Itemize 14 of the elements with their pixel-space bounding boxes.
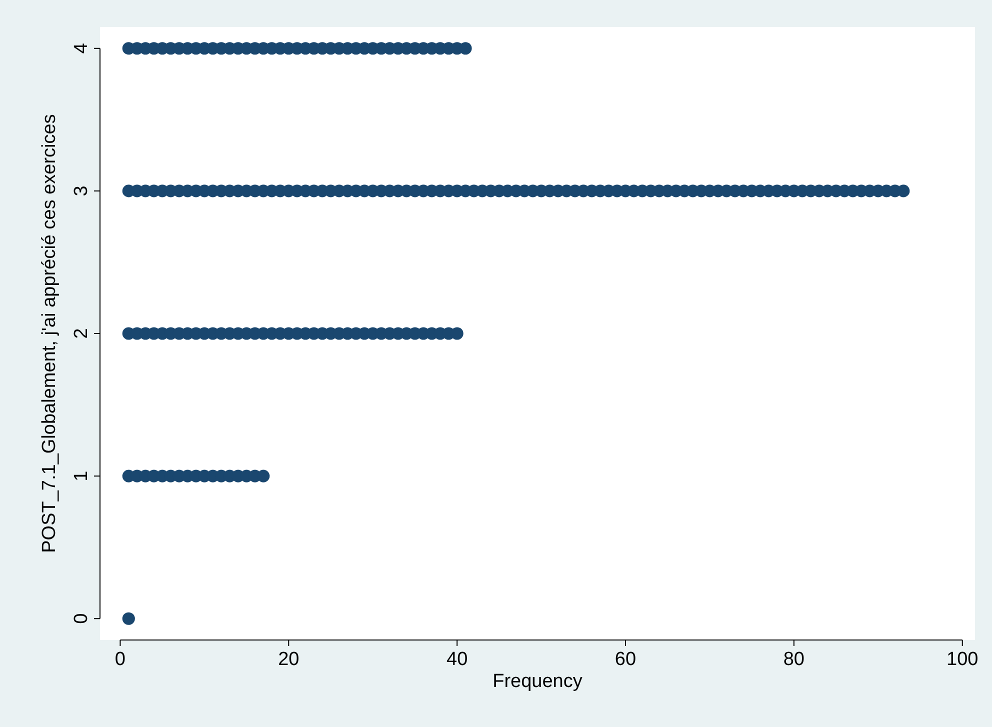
y-tick-label: 4	[71, 42, 92, 54]
y-tick-label: 0	[71, 613, 92, 624]
x-tick-label: 80	[783, 649, 805, 670]
x-tick-label: 40	[446, 649, 468, 670]
y-tick-label: 2	[71, 328, 92, 339]
y-tick-label: 1	[71, 470, 92, 482]
x-tick-label: 20	[278, 649, 300, 670]
x-tick-label: 60	[614, 649, 636, 670]
x-axis-title: Frequency	[492, 671, 583, 692]
x-tick-label: 100	[946, 649, 978, 670]
y-axis-title: POST_7.1_Globalement, j'ai apprécié ces exercices	[39, 114, 60, 553]
point	[122, 612, 135, 625]
y-tick-label: 3	[71, 186, 92, 196]
x-tick-label: 0	[114, 649, 126, 670]
